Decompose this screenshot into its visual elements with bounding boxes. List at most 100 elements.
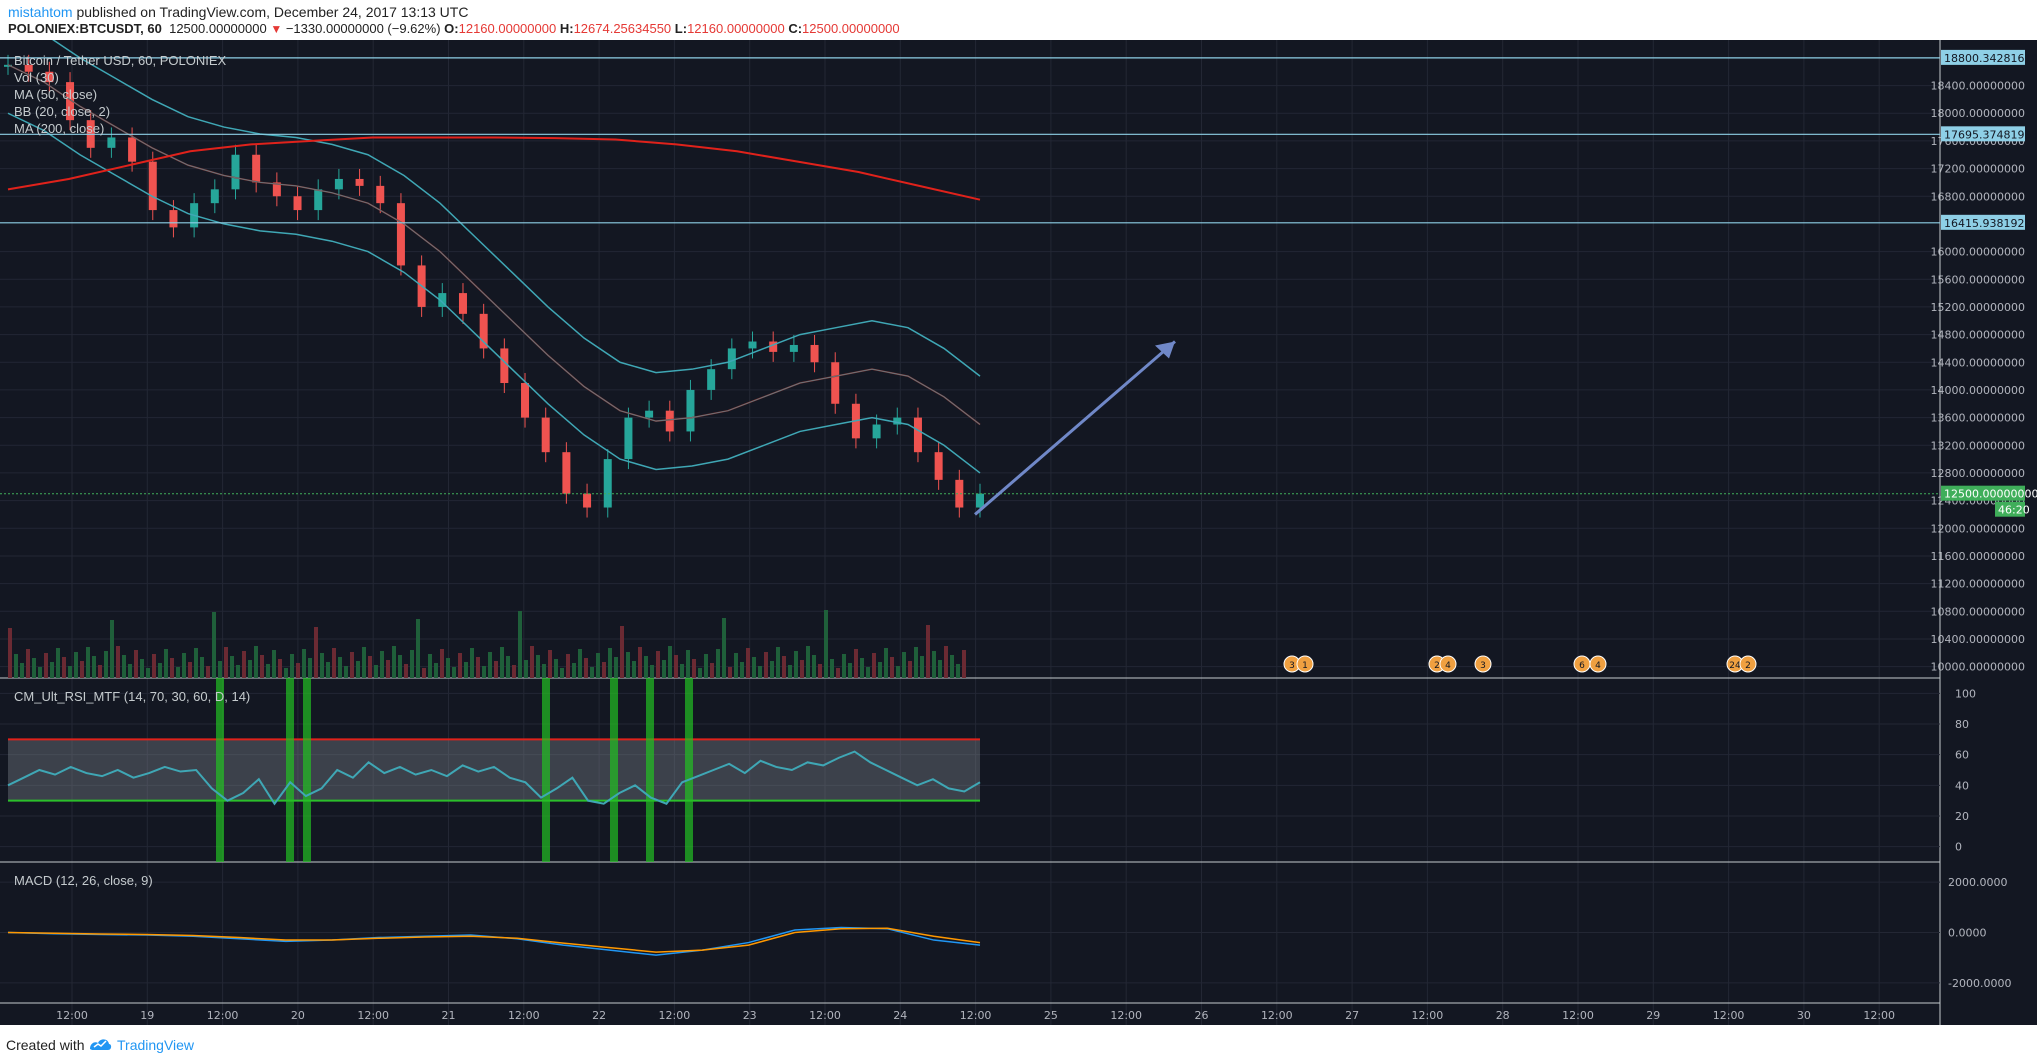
volume-bar <box>344 666 348 678</box>
volume-bar <box>848 663 852 678</box>
volume-bar <box>266 664 270 678</box>
legend-ma50[interactable]: MA (50, close) <box>14 87 98 102</box>
volume-bar <box>428 654 432 678</box>
volume-bar <box>464 662 468 678</box>
volume-bar <box>812 655 816 678</box>
volume-bar <box>758 666 762 678</box>
volume-bar <box>260 655 264 678</box>
volume-bar <box>482 666 486 678</box>
price-tick-label: 13200.00000000 <box>1931 439 2025 452</box>
volume-bar <box>296 663 300 678</box>
ohlc-line: POLONIEX:BTCUSDT, 60 12500.00000000 ▼ −1… <box>8 21 900 36</box>
volume-bar <box>698 668 702 678</box>
price-tick-label: 14400.00000000 <box>1931 356 2025 369</box>
event-count-text: 1 <box>1302 661 1308 671</box>
volume-bar <box>440 649 444 678</box>
footer: Created with TradingView <box>0 1025 2037 1063</box>
time-tick-label: 27 <box>1345 1009 1359 1022</box>
chart-canvas[interactable]: 18400.0000000018000.0000000017600.000000… <box>0 40 2037 1025</box>
legend-rsi[interactable]: CM_Ult_RSI_MTF (14, 70, 30, 60, D, 14) <box>14 689 251 704</box>
time-tick-label: 24 <box>893 1009 907 1022</box>
time-tick-label: 29 <box>1646 1009 1660 1022</box>
volume-bar <box>332 648 336 678</box>
candle-body <box>148 161 157 211</box>
volume-bar <box>626 652 630 678</box>
time-tick-label: 20 <box>291 1009 305 1022</box>
chart-area[interactable]: 18400.00000000 18000.00000000 17600.000000… <box>0 40 2037 1025</box>
candle-body <box>500 348 509 384</box>
candle-body <box>107 137 116 148</box>
volume-bar <box>8 628 12 678</box>
rsi-signal-bar <box>216 678 224 862</box>
volume-bar <box>944 646 948 678</box>
legend-vol[interactable]: Vol (30) <box>14 70 59 85</box>
candle-body <box>376 185 385 204</box>
volume-bar <box>854 649 858 678</box>
time-tick-label: 22 <box>592 1009 606 1022</box>
candle-body <box>4 64 12 67</box>
volume-bar <box>620 626 624 678</box>
author-link[interactable]: mistahtom <box>8 4 73 20</box>
countdown-tag <box>1995 501 2025 517</box>
volume-bar <box>14 654 18 678</box>
candle-body <box>707 369 716 390</box>
legend-macd[interactable]: MACD (12, 26, close, 9) <box>14 873 153 888</box>
event-count-text: 4 <box>1595 661 1601 671</box>
legend-bb[interactable]: BB (20, close, 2) <box>14 104 111 119</box>
volume-bar <box>20 663 24 678</box>
volume-bar <box>668 646 672 678</box>
volume-bar <box>524 660 528 678</box>
volume-bar <box>872 653 876 678</box>
volume-bar <box>596 653 600 678</box>
volume-bar <box>86 647 90 678</box>
volume-bar <box>542 664 546 678</box>
candle-body <box>645 410 654 418</box>
macd-line <box>7 926 981 956</box>
volume-bar <box>92 656 96 678</box>
rsi-signal-bar <box>646 678 654 862</box>
volume-bar <box>416 619 420 678</box>
macd-tick-label: 2000.0000 <box>1948 876 2008 889</box>
created-with-text: Created with <box>6 1037 85 1053</box>
time-tick-label: 12:00 <box>1261 1009 1293 1022</box>
volume-bar <box>98 665 102 678</box>
time-tick-label: 23 <box>743 1009 757 1022</box>
volume-bar <box>926 625 930 678</box>
volume-bar <box>494 661 498 678</box>
volume-bar <box>194 648 198 678</box>
volume-bar <box>866 667 870 678</box>
event-count-text: 2 <box>1745 661 1751 671</box>
price-tick-label: 13600.00000000 <box>1931 412 2025 425</box>
rsi-signal-bar <box>286 678 294 862</box>
volume-bar <box>566 654 570 678</box>
time-tick-label: 21 <box>442 1009 456 1022</box>
volume-bar <box>230 656 234 678</box>
trend-arrow-line <box>974 340 1176 516</box>
volume-bar <box>824 610 828 678</box>
volume-bar <box>860 658 864 678</box>
volume-bar <box>650 665 654 678</box>
volume-bar <box>134 650 138 678</box>
volume-bar <box>176 667 180 678</box>
volume-bar <box>314 627 318 678</box>
volume-bar <box>590 667 594 678</box>
published-text: published on TradingView.com, December 2… <box>76 4 469 20</box>
candle-body <box>686 389 695 432</box>
legend-ma200[interactable]: MA (200, close) <box>14 121 105 136</box>
rsi-tick-label: 60 <box>1955 749 1969 762</box>
legend-title[interactable]: Bitcoin / Tether USD, 60, POLONIEX <box>14 53 227 68</box>
candle-body <box>169 210 178 228</box>
volume-bar <box>38 667 42 678</box>
high-value: 12674.25634550 <box>573 21 672 36</box>
volume-bar <box>470 648 474 678</box>
rsi-tick-label: 20 <box>1955 810 1969 823</box>
volume-bar <box>830 659 834 678</box>
volume-bar <box>422 668 426 678</box>
candle-body <box>831 362 840 404</box>
candle-body <box>955 479 964 508</box>
volume-bar <box>44 653 48 678</box>
tradingview-link[interactable]: TradingView <box>117 1037 195 1053</box>
time-tick-label: 12:00 <box>1863 1009 1895 1022</box>
last-price-text: 12500.00000000 <box>1944 488 2037 501</box>
event-count-text: 2 <box>1434 661 1440 671</box>
